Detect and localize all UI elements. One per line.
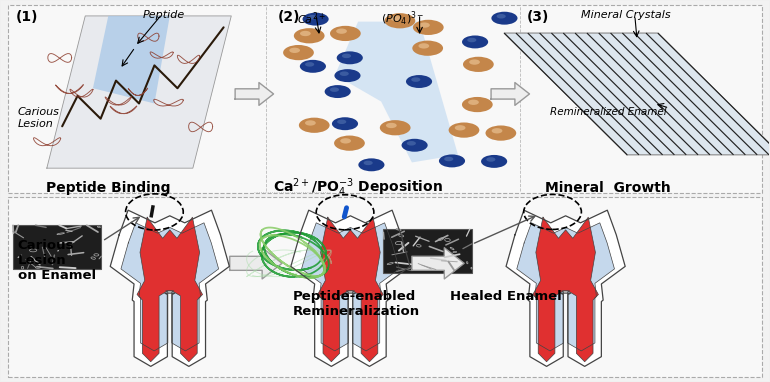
Circle shape bbox=[390, 16, 401, 21]
Circle shape bbox=[334, 136, 365, 151]
Text: Carious
Lesion: Carious Lesion bbox=[18, 107, 59, 129]
Text: (1): (1) bbox=[16, 10, 38, 24]
Circle shape bbox=[412, 40, 443, 56]
Circle shape bbox=[294, 28, 325, 44]
Circle shape bbox=[299, 118, 330, 133]
Circle shape bbox=[462, 36, 488, 49]
Circle shape bbox=[455, 125, 466, 131]
Polygon shape bbox=[229, 248, 282, 279]
Circle shape bbox=[411, 77, 420, 82]
Text: (2): (2) bbox=[277, 10, 300, 24]
Circle shape bbox=[487, 157, 495, 162]
Text: $Ca^{2+}$: $Ca^{2+}$ bbox=[296, 10, 326, 27]
FancyBboxPatch shape bbox=[8, 5, 762, 193]
Text: (3): (3) bbox=[527, 10, 550, 24]
Text: $(PO_4)^{3-}$: $(PO_4)^{3-}$ bbox=[381, 10, 425, 28]
Circle shape bbox=[340, 71, 349, 76]
Polygon shape bbox=[517, 223, 614, 351]
Circle shape bbox=[468, 100, 479, 105]
Text: Carious
Lesion
on Enamel: Carious Lesion on Enamel bbox=[18, 239, 95, 282]
Circle shape bbox=[407, 141, 416, 146]
Circle shape bbox=[342, 53, 351, 58]
Circle shape bbox=[300, 31, 311, 36]
Circle shape bbox=[439, 154, 465, 167]
Circle shape bbox=[401, 139, 427, 152]
Polygon shape bbox=[235, 83, 273, 105]
Circle shape bbox=[337, 120, 346, 124]
Circle shape bbox=[463, 57, 494, 72]
Circle shape bbox=[283, 45, 314, 60]
Bar bbox=[383, 229, 472, 273]
Circle shape bbox=[444, 157, 454, 161]
Polygon shape bbox=[533, 217, 598, 362]
Circle shape bbox=[330, 26, 361, 41]
Polygon shape bbox=[302, 223, 400, 351]
Circle shape bbox=[330, 87, 339, 92]
Circle shape bbox=[419, 23, 430, 28]
Polygon shape bbox=[335, 22, 458, 162]
Bar bbox=[13, 225, 102, 269]
Circle shape bbox=[358, 159, 384, 171]
Circle shape bbox=[413, 20, 444, 35]
Circle shape bbox=[380, 120, 410, 135]
Polygon shape bbox=[318, 217, 383, 362]
Circle shape bbox=[336, 51, 363, 64]
Circle shape bbox=[336, 29, 347, 34]
Circle shape bbox=[334, 69, 360, 82]
Text: Peptide Binding: Peptide Binding bbox=[46, 181, 170, 195]
Circle shape bbox=[384, 13, 415, 28]
Circle shape bbox=[290, 48, 300, 53]
Circle shape bbox=[303, 13, 329, 26]
Circle shape bbox=[305, 120, 316, 126]
Circle shape bbox=[363, 160, 373, 165]
Circle shape bbox=[486, 125, 516, 141]
Circle shape bbox=[469, 59, 480, 65]
Text: Remineralized Enamel: Remineralized Enamel bbox=[551, 107, 667, 117]
Circle shape bbox=[340, 138, 351, 144]
Circle shape bbox=[491, 128, 502, 133]
Circle shape bbox=[467, 38, 477, 42]
Polygon shape bbox=[412, 248, 464, 279]
Polygon shape bbox=[47, 16, 231, 168]
Text: Mineral  Growth: Mineral Growth bbox=[545, 181, 671, 195]
Circle shape bbox=[462, 97, 493, 112]
Circle shape bbox=[497, 14, 506, 18]
Circle shape bbox=[481, 155, 507, 168]
Circle shape bbox=[332, 117, 358, 130]
Text: Peptide-enabled
Remineralization: Peptide-enabled Remineralization bbox=[293, 290, 420, 318]
Polygon shape bbox=[504, 33, 770, 155]
Circle shape bbox=[308, 15, 317, 19]
Text: Mineral Crystals: Mineral Crystals bbox=[581, 10, 671, 20]
FancyBboxPatch shape bbox=[8, 197, 762, 377]
Text: Peptide: Peptide bbox=[143, 10, 185, 20]
Polygon shape bbox=[121, 223, 219, 351]
Text: Ca$^{2+}$/PO$_4^{-3}$ Deposition: Ca$^{2+}$/PO$_4^{-3}$ Deposition bbox=[273, 176, 443, 199]
Circle shape bbox=[300, 60, 326, 73]
Circle shape bbox=[406, 75, 432, 88]
Polygon shape bbox=[491, 83, 530, 105]
Polygon shape bbox=[93, 16, 170, 104]
Polygon shape bbox=[137, 217, 203, 362]
Text: Healed Enamel: Healed Enamel bbox=[450, 290, 562, 303]
Polygon shape bbox=[506, 210, 625, 366]
Polygon shape bbox=[110, 210, 229, 366]
Polygon shape bbox=[291, 210, 410, 366]
Circle shape bbox=[418, 43, 429, 49]
Circle shape bbox=[305, 62, 314, 66]
Circle shape bbox=[386, 123, 397, 128]
Circle shape bbox=[449, 123, 480, 138]
Circle shape bbox=[491, 12, 517, 25]
Circle shape bbox=[325, 85, 351, 98]
